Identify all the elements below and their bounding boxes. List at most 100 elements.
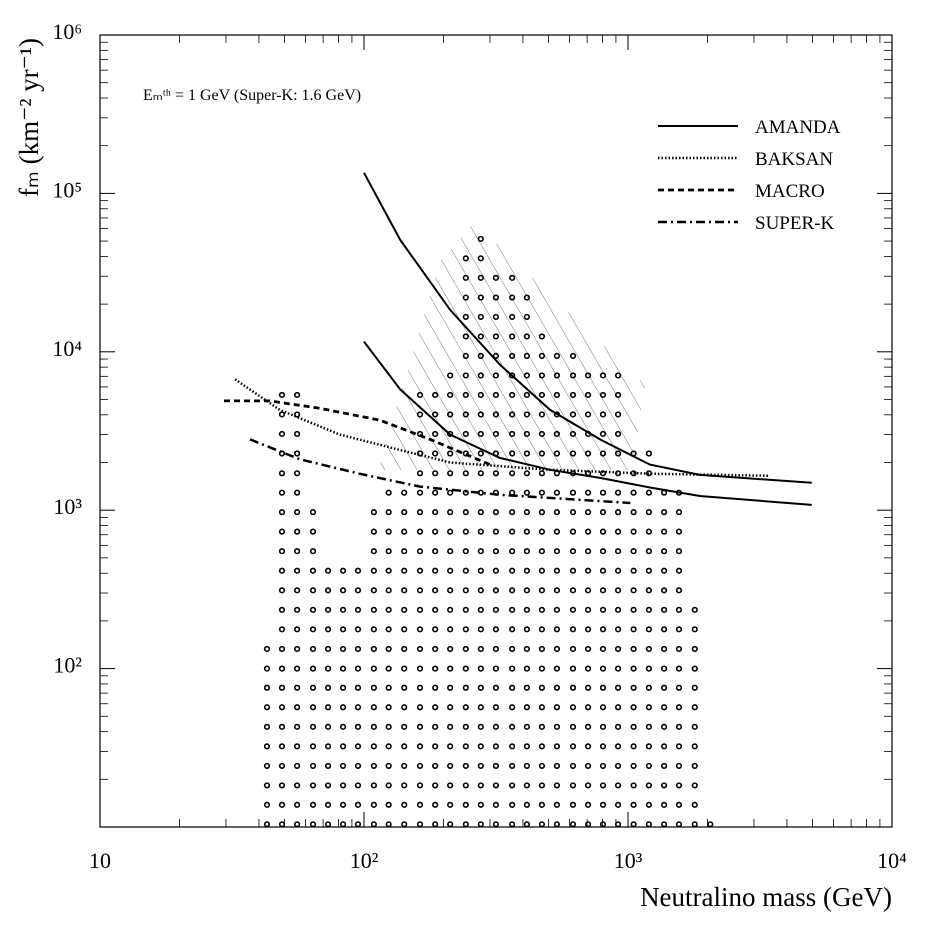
model-point (509, 528, 516, 535)
model-point (599, 411, 607, 418)
model-point (645, 626, 653, 633)
model-point (538, 567, 546, 574)
model-point (523, 801, 530, 808)
model-point (309, 626, 317, 633)
model-point (432, 509, 439, 516)
model-point (630, 704, 637, 711)
model-point (447, 645, 454, 653)
model-point (553, 509, 561, 516)
model-point (477, 255, 484, 262)
model-point (569, 782, 577, 789)
model-point (263, 645, 271, 653)
model-point (645, 743, 653, 750)
model-point (553, 704, 561, 711)
model-point (599, 430, 607, 438)
model-point (614, 489, 622, 496)
model-point (416, 743, 424, 750)
model-point (614, 743, 622, 750)
model-point (416, 782, 424, 789)
model-point (538, 509, 546, 516)
model-point (447, 450, 454, 457)
model-point (309, 665, 317, 672)
model-point (462, 723, 469, 730)
model-point (660, 723, 668, 730)
model-point (462, 294, 469, 301)
model-point (599, 684, 607, 691)
model-point (523, 762, 530, 770)
y-tick-label: 10² (53, 653, 82, 678)
model-point (447, 470, 454, 477)
model-point (569, 567, 577, 574)
model-point (278, 606, 286, 613)
model-point (523, 782, 530, 789)
model-point (477, 372, 484, 379)
model-point (569, 489, 577, 496)
model-point (447, 801, 454, 808)
model-point (538, 528, 546, 535)
model-point (278, 528, 286, 535)
model-point (584, 391, 592, 399)
model-point (447, 723, 454, 730)
model-point (447, 782, 454, 789)
model-point (509, 801, 516, 808)
model-point (477, 645, 484, 653)
model-point (385, 489, 392, 496)
model-point (645, 762, 653, 770)
model-point (432, 450, 439, 457)
model-point (401, 645, 408, 653)
model-point (477, 684, 484, 691)
model-point (645, 704, 653, 711)
model-point (309, 684, 317, 691)
model-point (370, 704, 377, 711)
model-point (492, 782, 500, 789)
model-point (462, 567, 469, 574)
model-point (630, 801, 637, 808)
model-point (492, 391, 500, 399)
model-point (278, 587, 286, 594)
model-point (660, 762, 668, 770)
model-point (401, 548, 408, 555)
model-point (263, 801, 271, 808)
model-point (294, 470, 301, 477)
model-point (294, 762, 301, 770)
model-point (294, 645, 301, 653)
model-point (569, 450, 577, 457)
model-point (401, 801, 408, 808)
model-point (660, 645, 668, 653)
model-point (477, 352, 484, 360)
model-point (538, 743, 546, 750)
model-point (553, 743, 561, 750)
model-point (324, 801, 332, 808)
model-point (416, 665, 424, 672)
model-point (432, 470, 439, 477)
model-point (354, 723, 362, 730)
model-point (401, 704, 408, 711)
plot-marks (224, 172, 812, 828)
model-point (538, 704, 546, 711)
model-point (294, 411, 301, 418)
model-point (614, 762, 622, 770)
model-point (675, 801, 683, 808)
y-tick-label: 10⁴ (52, 336, 82, 361)
model-point (370, 606, 377, 613)
hatched-region (378, 222, 645, 470)
model-point (569, 509, 577, 516)
model-point (309, 528, 317, 535)
model-point (538, 723, 546, 730)
model-point (294, 430, 301, 438)
model-point (401, 606, 408, 613)
model-point (385, 684, 392, 691)
model-point (447, 762, 454, 770)
model-point (324, 645, 332, 653)
model-point (660, 587, 668, 594)
model-point (294, 665, 301, 672)
model-point (294, 626, 301, 633)
model-point (614, 801, 622, 808)
model-point (599, 704, 607, 711)
model-point (614, 391, 622, 399)
model-point (645, 606, 653, 613)
model-point (370, 587, 377, 594)
model-point (294, 684, 301, 691)
model-point (370, 743, 377, 750)
